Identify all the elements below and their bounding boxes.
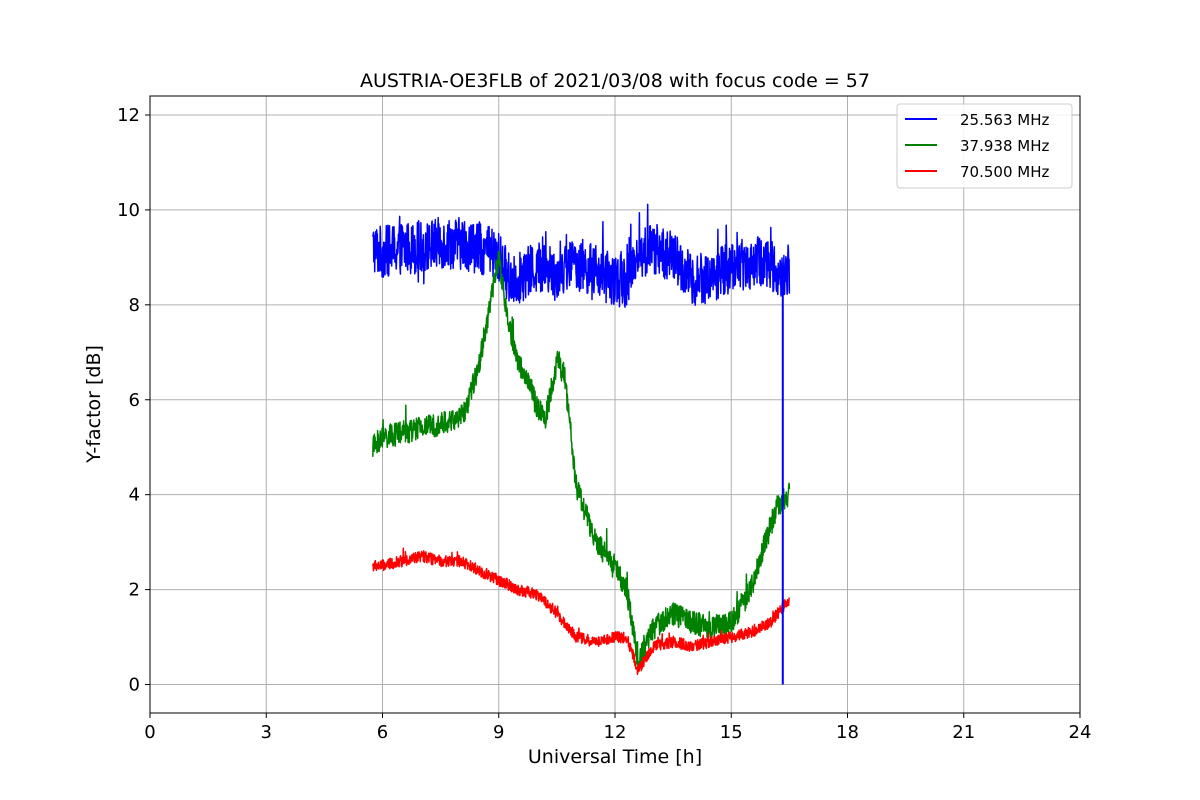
chart-title: AUSTRIA-OE3FLB of 2021/03/08 with focus … [360,70,870,92]
y-tick-label: 6 [129,390,140,411]
y-tick-label: 8 [129,295,140,316]
series-line-0 [372,203,791,308]
x-tick-label: 24 [1069,722,1092,743]
x-tick-label: 3 [261,722,272,743]
series-line-2 [372,547,791,676]
x-tick-label: 18 [836,722,859,743]
x-tick-label: 21 [952,722,975,743]
x-axis-label: Universal Time [h] [528,746,702,768]
legend-label: 70.500 MHz [960,163,1049,181]
y-tick-label: 12 [117,105,140,126]
y-tick-label: 10 [117,200,140,221]
legend-box [896,103,1073,189]
series-line-1 [372,250,791,673]
y-axis-label: Y-factor [dB] [83,345,105,464]
legend-label: 25.563 MHz [960,111,1049,129]
x-tick-label: 0 [144,722,155,743]
legend-label: 37.938 MHz [960,137,1049,155]
legend: 25.563 MHz 37.938 MHz 70.500 MHz [896,103,1073,189]
x-tick-label: 6 [377,722,388,743]
x-tick-label: 9 [493,722,504,743]
x-tick-label: 15 [720,722,743,743]
y-tick-label: 2 [129,580,140,601]
y-tick-label: 4 [129,485,140,506]
plot-series [372,203,791,685]
x-tick-label: 12 [604,722,627,743]
y-tick-label: 0 [129,675,140,696]
